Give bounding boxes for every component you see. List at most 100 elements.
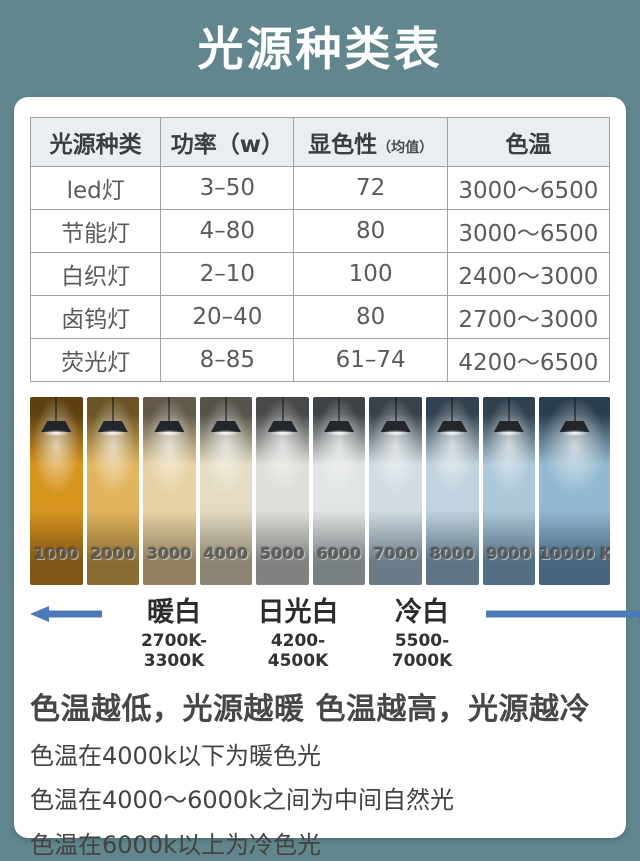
cell-cri: 72 — [293, 166, 448, 210]
kelvin-panel: 8000 — [425, 397, 479, 585]
cell-power: 2–10 — [160, 252, 295, 296]
pendant-lamp-icon — [324, 421, 355, 432]
summary-points: 色温在4000k以下为暖色光 色温在4000～6000k之间为中间自然光 色温在… — [30, 740, 610, 861]
cell-temp: 3000～6500 — [446, 166, 611, 210]
light-source-table: 光源种类 功率（w） 显色性（均值） 色温 led灯 3–50 72 3000～… — [29, 117, 611, 382]
lamp-cord-icon — [111, 397, 114, 422]
cell-cri: 100 — [293, 252, 448, 296]
summary-point: 色温在4000k以下为暖色光 — [30, 742, 321, 771]
lamp-glow-icon — [43, 430, 70, 436]
kelvin-panel: 7000 — [369, 397, 422, 585]
temperature-legend: 暖白 2700K-3300K 日光白 4200-4500K 冷白 5500-70… — [30, 597, 640, 671]
table-row: 节能灯 4–80 80 3000～6500 — [29, 209, 611, 253]
title-bar: 光源种类表 — [0, 0, 640, 97]
lamp-glow-icon — [561, 430, 588, 436]
pendant-lamp-icon — [493, 421, 524, 432]
warm-direction-arrow-icon — [30, 606, 102, 622]
cell-cri: 80 — [293, 295, 448, 339]
lamp-glow-icon — [439, 430, 466, 436]
lamp-cord-icon — [281, 397, 284, 422]
kelvin-label: 6000 — [316, 544, 362, 563]
kelvin-panel: 10000 K — [539, 397, 611, 585]
zone-daylight-white: 日光白 4200-4500K — [248, 597, 348, 671]
lamp-glow-icon — [269, 430, 296, 436]
kelvin-label: 7000 — [373, 544, 418, 563]
header-cri-sub: （均值） — [377, 140, 434, 156]
zone-range: 5500-7000K — [391, 631, 453, 672]
header-cri: 显色性（均值） — [293, 117, 448, 167]
lamp-cord-icon — [168, 397, 171, 422]
lamp-cord-icon — [507, 397, 510, 422]
kelvin-label: 5000 — [260, 544, 305, 563]
cell-type: 白织灯 — [29, 252, 162, 296]
cool-direction-arrow-icon — [486, 606, 640, 622]
header-temp: 色温 — [446, 117, 611, 167]
cell-temp: 2700～3000 — [446, 295, 611, 339]
cell-power: 3–50 — [160, 166, 295, 210]
cell-power: 8–85 — [160, 338, 295, 382]
lamp-glow-icon — [495, 430, 522, 436]
kelvin-color-scale: 1000 2000 3000 4000 5000 6000 7000 8000 … — [30, 397, 611, 585]
lamp-cord-icon — [224, 397, 227, 422]
pendant-lamp-icon — [154, 421, 185, 432]
lamp-cord-icon — [55, 397, 58, 422]
kelvin-panel: 6000 — [312, 397, 366, 585]
lamp-cord-icon — [338, 397, 341, 422]
lamp-glow-icon — [99, 430, 126, 436]
cell-type: 荧光灯 — [29, 338, 162, 382]
content-card: 光源种类 功率（w） 显色性（均值） 色温 led灯 3–50 72 3000～… — [14, 97, 640, 859]
pendant-lamp-icon — [559, 421, 590, 432]
cell-cri: 80 — [293, 209, 448, 253]
cell-type: 卤钨灯 — [29, 295, 162, 339]
table-row: 卤钨灯 20–40 80 2700～3000 — [29, 295, 611, 339]
pendant-lamp-icon — [97, 421, 128, 432]
zone-label: 暖白 — [147, 597, 201, 628]
lamp-cord-icon — [451, 397, 454, 422]
table-header-row: 光源种类 功率（w） 显色性（均值） 色温 — [29, 117, 611, 167]
cell-type: 节能灯 — [29, 209, 162, 253]
kelvin-label: 8000 — [429, 544, 475, 563]
legend-zones: 暖白 2700K-3300K 日光白 4200-4500K 冷白 5500-70… — [124, 597, 472, 671]
lamp-glow-icon — [156, 430, 183, 436]
kelvin-panel: 2000 — [86, 397, 140, 585]
kelvin-panel: 9000 — [482, 397, 536, 585]
kelvin-label: 9000 — [486, 544, 532, 563]
kelvin-panel: 5000 — [256, 397, 309, 585]
kelvin-panel: 3000 — [143, 397, 196, 585]
cell-power: 20–40 — [160, 295, 295, 339]
zone-warm-white: 暖白 2700K-3300K — [124, 597, 224, 671]
lamp-glow-icon — [382, 430, 409, 436]
lamp-glow-icon — [326, 430, 353, 436]
lamp-cord-icon — [394, 397, 397, 422]
summary-headline: 色温越低，光源越暖 色温越高，光源越冷 — [30, 692, 590, 728]
cell-temp: 3000～6500 — [446, 209, 611, 253]
pendant-lamp-icon — [210, 421, 241, 432]
cell-power: 4–80 — [160, 209, 295, 253]
summary-point: 色温在6000k以上为冷色光 — [30, 830, 321, 859]
kelvin-label: 3000 — [147, 544, 192, 563]
zone-range: 2700K-3300K — [140, 631, 208, 672]
zone-label: 日光白 — [257, 597, 339, 628]
header-power: 功率（w） — [160, 117, 295, 167]
summary-point: 色温在4000～6000k之间为中间自然光 — [30, 786, 455, 815]
kelvin-label: 4000 — [203, 544, 249, 563]
pendant-lamp-icon — [437, 421, 468, 432]
kelvin-panel: 1000 — [30, 397, 83, 585]
lamp-glow-icon — [212, 430, 239, 436]
kelvin-label: 10000 K — [539, 544, 611, 563]
zone-cool-white: 冷白 5500-7000K — [372, 597, 472, 671]
page-title: 光源种类表 — [197, 21, 443, 76]
kelvin-label: 2000 — [90, 544, 136, 563]
zone-range: 4200-4500K — [267, 631, 329, 672]
cell-type: led灯 — [29, 166, 162, 210]
kelvin-label: 1000 — [34, 544, 79, 563]
zone-label: 冷白 — [395, 597, 449, 628]
cell-cri: 61–74 — [293, 338, 448, 382]
cell-temp: 4200～6500 — [446, 338, 611, 382]
table-row: 荧光灯 8–85 61–74 4200～6500 — [29, 338, 611, 382]
table-row: 白织灯 2–10 100 2400～3000 — [29, 252, 611, 296]
cell-temp: 2400～3000 — [446, 252, 611, 296]
pendant-lamp-icon — [267, 421, 298, 432]
pendant-lamp-icon — [41, 421, 72, 432]
